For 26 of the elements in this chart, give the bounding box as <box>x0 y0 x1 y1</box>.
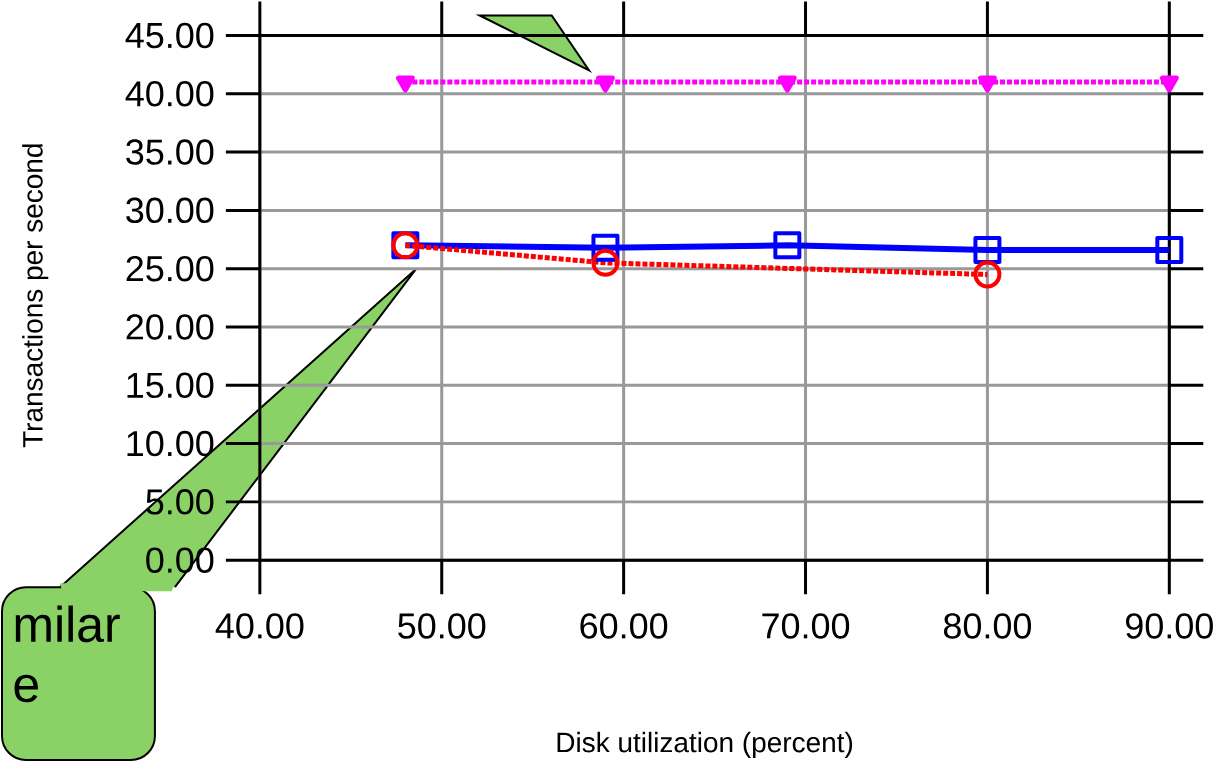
point <box>591 248 620 277</box>
x-tick-label: 60.00 <box>580 613 668 639</box>
y-tick-label: 25.00 <box>126 255 214 282</box>
y-tick-label: 35.00 <box>126 139 214 165</box>
y-tick-label: 10.00 <box>127 430 214 457</box>
point <box>395 75 415 93</box>
x-tick-label: 50.00 <box>398 613 486 639</box>
x-tick-label: 80.00 <box>943 613 1032 639</box>
point <box>596 75 615 93</box>
y-tick-label: 20.00 <box>126 314 214 340</box>
y-tick-label: 15.00 <box>127 372 214 398</box>
point <box>1155 236 1184 264</box>
x-axis-title: Disk utilization (percent) <box>557 731 853 758</box>
text: milar e <box>14 605 120 703</box>
y-axis-title: Transactions per second <box>22 144 49 448</box>
point <box>773 231 802 260</box>
y-tick-label: 30.00 <box>126 197 214 224</box>
x-tick-label: 90.00 <box>1125 613 1213 639</box>
point <box>977 75 997 93</box>
point <box>777 75 797 93</box>
x-tick-label: 70.00 <box>762 613 850 639</box>
point <box>1159 75 1179 93</box>
point <box>973 260 1002 289</box>
y-tick-label: 40.00 <box>125 81 214 107</box>
x-tick-label: 40.00 <box>215 613 304 639</box>
y-tick-label: 45.00 <box>125 22 214 49</box>
